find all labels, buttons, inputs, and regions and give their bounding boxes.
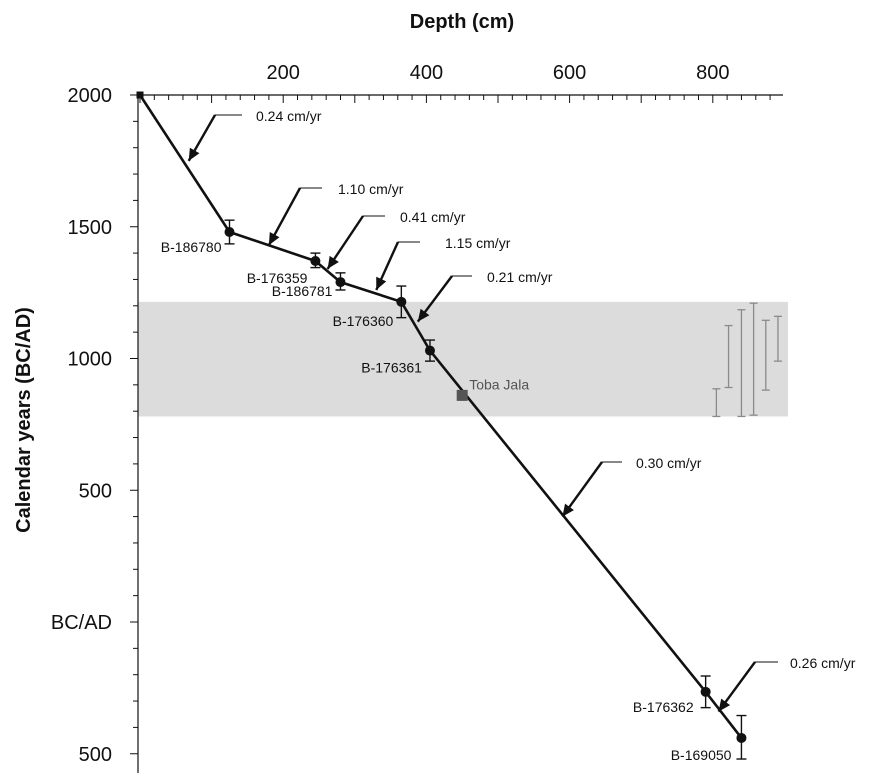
y-tick-label: 500 [79,744,112,766]
x-tick-label: 600 [553,62,586,84]
growth-rate-label: 0.26 cm/yr [790,655,856,671]
rate-arrow-head [376,276,387,290]
data-point [736,732,747,743]
sample-label: B-176359 [247,270,308,286]
data-point [310,256,321,267]
sample-label: B-176360 [333,313,394,329]
toba-jala-marker [456,389,468,401]
growth-rate-label: 0.21 cm/yr [487,269,553,285]
growth-rate-label: 0.24 cm/yr [256,108,322,124]
sample-label: B-186780 [161,239,222,255]
data-point [424,345,435,356]
growth-rate-label: 1.15 cm/yr [445,235,511,251]
data-point [396,296,407,307]
error-bars [224,219,747,760]
dated-points [224,227,747,743]
rate-arrow-head [718,698,731,712]
data-point [335,277,346,288]
data-point [700,686,711,697]
growth-rate-annotations: 0.24 cm/yr 1.10 cm/yr 0.41 cm/yr 1.15 cm/yr… [187,108,856,713]
toba-jala-label: Toba Jala [469,376,529,392]
rate-arrow-head [562,503,574,517]
rate-arrow-head [268,232,280,246]
x-tick-label: 200 [267,62,300,84]
growth-rate-label: 0.41 cm/yr [400,209,466,225]
axes [137,94,783,773]
top-square-marker [136,91,144,99]
toba-jala-marker-group: Toba Jala [456,376,529,401]
y-axis-ticks: 2000 1500 1000 500 BC/AD 500 [51,85,138,766]
x-axis-ticks: 200 400 600 800 [139,62,771,103]
sample-label: B-176362 [633,699,694,715]
comparison-ranges [712,302,782,418]
y-tick-label: 2000 [68,85,113,107]
data-point [224,227,235,238]
y-tick-label: 1500 [68,217,113,239]
y-axis-title: Calendar years (BC/AD) [13,307,35,533]
sample-label: B-186781 [272,283,333,299]
x-tick-label: 400 [410,62,443,84]
age-model-line [138,94,743,739]
growth-rate-label: 1.10 cm/yr [338,181,404,197]
x-tick-label: 800 [696,62,729,84]
sample-label: B-176361 [361,360,422,376]
y-tick-label: BC/AD [51,612,112,634]
age-model-line-layer [136,91,743,739]
sample-label: B-169050 [671,747,732,763]
rate-arrow-head [188,147,200,161]
y-tick-label: 1000 [68,349,113,371]
rate-arrow-head [417,308,430,322]
growth-rate-label: 0.30 cm/yr [636,455,702,471]
rate-arrow-head [327,255,339,269]
y-tick-label: 500 [79,480,112,502]
x-axis-title: Depth (cm) [410,11,514,33]
